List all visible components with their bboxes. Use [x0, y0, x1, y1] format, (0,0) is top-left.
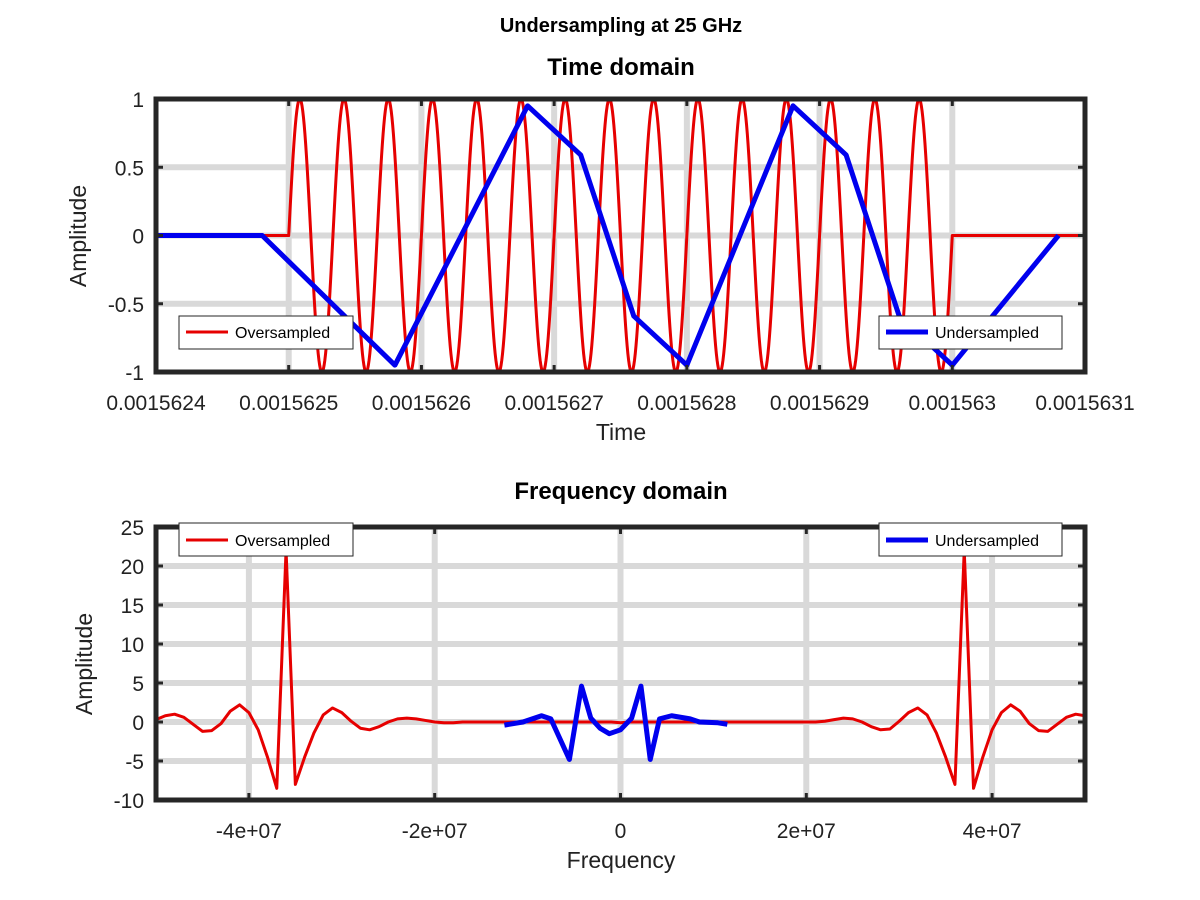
y-tick-label: 15 — [121, 595, 144, 618]
y-tick-label: -1 — [125, 362, 144, 385]
frequency-domain-legend-oversampled: Oversampled — [178, 522, 354, 557]
time-domain-legend-undersampled: Undersampled — [878, 315, 1063, 350]
legend-label-undersampled: Undersampled — [935, 533, 1039, 550]
time-domain-ticks: 0.0015624 0.0015625 0.0015626 0.0015627 0.00… — [106, 89, 1134, 415]
legend-label-oversampled: Oversampled — [235, 533, 330, 550]
y-tick-label: 20 — [121, 556, 144, 579]
series-line-oversampled — [156, 97, 1085, 374]
x-tick-label: 0 — [615, 820, 627, 843]
x-tick-label: 0.0015628 — [637, 392, 736, 415]
x-tick-label: 4e+07 — [963, 820, 1022, 843]
x-tick-label: 0.001563 — [908, 392, 996, 415]
x-tick-label: 0.0015625 — [239, 392, 338, 415]
figure-suptitle: Undersampling at 25 GHz — [500, 15, 742, 37]
frequency-domain-title: Frequency domain — [514, 478, 727, 505]
x-tick-label: 2e+07 — [777, 820, 836, 843]
y-tick-label: 10 — [121, 634, 144, 657]
frequency-domain-ylabel: Amplitude — [71, 613, 97, 715]
frequency-domain-axes: Frequency domain -4e+07 -2e+07 0 2e+07 4e+07… — [71, 478, 1088, 873]
series-line-undersampled — [503, 683, 728, 762]
x-tick-label: -2e+07 — [402, 820, 468, 843]
y-tick-label: 25 — [121, 517, 144, 540]
time-domain-xlabel: Time — [596, 419, 646, 445]
y-tick-label: 5 — [132, 673, 144, 696]
x-tick-label: 0.0015627 — [505, 392, 604, 415]
x-tick-label: 0.0015624 — [106, 392, 206, 415]
legend-label-undersampled: Undersampled — [935, 325, 1039, 342]
time-domain-title: Time domain — [547, 54, 695, 81]
legend-label-oversampled: Oversampled — [235, 325, 330, 342]
y-tick-label: 0 — [132, 226, 144, 249]
time-domain-ylabel: Amplitude — [65, 185, 91, 287]
y-tick-label: -5 — [125, 751, 144, 774]
y-tick-label: 0 — [132, 712, 144, 735]
y-tick-label: 1 — [132, 89, 144, 112]
frequency-domain-legend-undersampled: Undersampled — [878, 522, 1063, 557]
frequency-domain-series — [155, 548, 1086, 790]
x-tick-label: 0.0015629 — [770, 392, 869, 415]
x-tick-label: -4e+07 — [216, 820, 282, 843]
frequency-domain-xlabel: Frequency — [567, 847, 676, 873]
x-tick-label: 0.0015626 — [372, 392, 471, 415]
y-tick-label: 0.5 — [115, 157, 144, 180]
time-domain-legend-oversampled: Oversampled — [178, 315, 354, 350]
x-tick-label: 0.0015631 — [1035, 392, 1134, 415]
time-domain-axes: Time domain 0.0015624 0.0015625 0.0015626 0… — [65, 54, 1135, 445]
y-tick-label: -10 — [114, 790, 144, 813]
frequency-domain-ticks: -4e+07 -2e+07 0 2e+07 4e+07 -10 -5 0 5 10 15 20 25 — [114, 517, 1085, 843]
y-tick-label: -0.5 — [108, 294, 144, 317]
series-line-oversampled — [155, 548, 1086, 790]
